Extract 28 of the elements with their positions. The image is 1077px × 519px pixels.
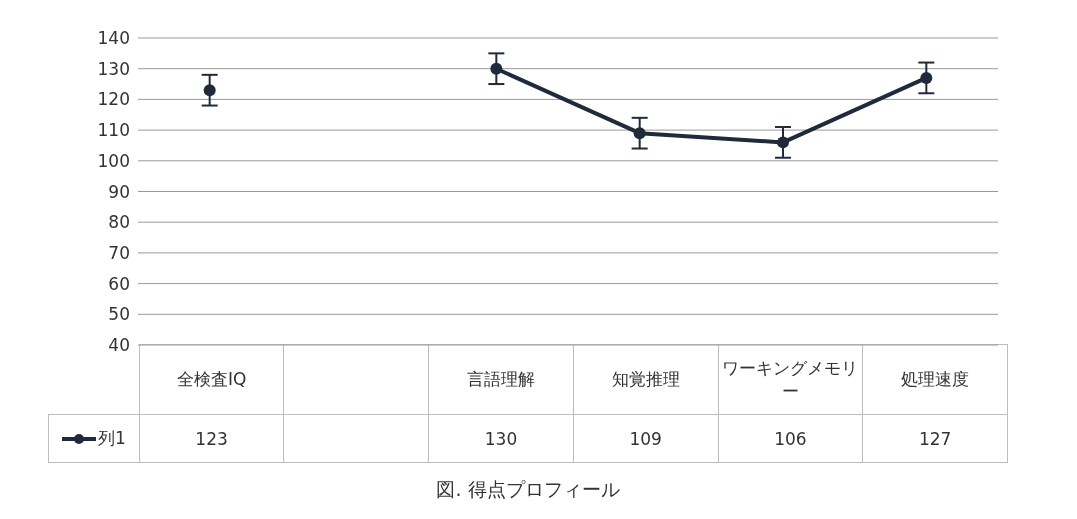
- y-tick-label: 40: [108, 335, 130, 356]
- y-tick-label: 130: [97, 58, 130, 79]
- y-tick-label: 140: [97, 28, 130, 49]
- y-tick-label: 120: [97, 89, 130, 110]
- data-label: 123: [139, 414, 284, 463]
- x-tick-label: 知覚推理: [573, 344, 719, 415]
- point: [920, 71, 933, 84]
- x-tick-label: 全検査IQ: [139, 344, 284, 415]
- x-tick-label: 言語理解: [428, 344, 574, 415]
- data-label: 106: [718, 414, 863, 463]
- text: 図. 得点プロフィール: [435, 477, 621, 502]
- legend-label: 列1: [97, 427, 126, 450]
- data-label: 130: [428, 414, 574, 463]
- data-label: 109: [573, 414, 719, 463]
- point: [203, 84, 216, 97]
- y-tick-label: 60: [108, 273, 130, 294]
- y-tick-label: 100: [97, 150, 130, 171]
- point: [633, 127, 646, 140]
- point: [490, 62, 503, 75]
- data-label: 127: [862, 414, 1008, 463]
- point: [777, 136, 789, 149]
- y-tick-label: 110: [97, 120, 130, 141]
- y-tick-label: 80: [108, 212, 130, 233]
- y-tick-label: 90: [108, 181, 130, 202]
- y-tick-label: 50: [108, 304, 130, 325]
- x-tick-label: ワーキングメモリー: [718, 344, 863, 415]
- y-tick-label: 70: [108, 242, 130, 263]
- x-tick-label: 処理速度: [862, 344, 1008, 415]
